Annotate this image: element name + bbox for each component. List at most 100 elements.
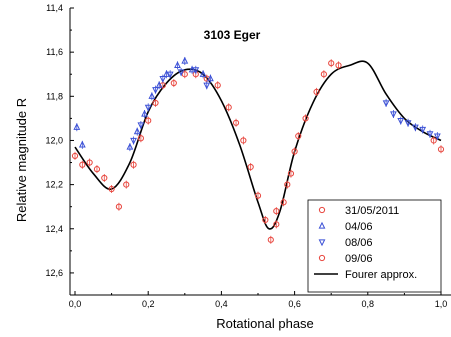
data-point: [426, 131, 434, 139]
y-tick-label: 11,6: [46, 47, 63, 57]
y-tick-label: 12,6: [45, 268, 63, 278]
data-point: [232, 119, 240, 126]
legend-label: 04/06: [345, 221, 373, 233]
x-tick-label: 0,2: [142, 299, 155, 309]
data-point: [148, 92, 156, 99]
data-point: [101, 174, 108, 182]
data-point: [404, 120, 412, 128]
data-point: [291, 148, 298, 155]
y-tick-labels: 11,4 11,6 11,8 12,0 12,2 12,4 12,6: [45, 3, 63, 278]
data-point: [437, 146, 445, 153]
data-point: [262, 216, 269, 224]
legend-marker: [318, 254, 326, 262]
data-point: [155, 81, 163, 88]
data-point: [390, 111, 397, 119]
data-point: [284, 181, 291, 188]
data-point: [73, 122, 81, 130]
data-point: [313, 88, 320, 95]
legend-box: [307, 199, 442, 293]
data-point: [254, 192, 262, 199]
data-point: [247, 163, 254, 171]
legend-label: Fourer approx.: [345, 269, 417, 281]
legend-label: 08/06: [345, 237, 373, 249]
data-point: [79, 161, 86, 168]
data-point: [130, 137, 137, 145]
data-point: [123, 181, 130, 188]
data-point: [320, 71, 327, 78]
data-point: [152, 99, 159, 107]
data-point: [78, 140, 86, 148]
x-tick-label: 0,8: [362, 299, 375, 309]
data-point: [203, 82, 211, 90]
legend-marker: [318, 206, 326, 214]
fourier-fit-line: [74, 60, 442, 230]
data-point: [170, 79, 177, 87]
x-axis-title: Rotational phase: [216, 316, 314, 331]
x-tick-label: 0,6: [288, 299, 301, 309]
data-point: [273, 221, 280, 228]
data-point: [145, 117, 152, 124]
data-point: [419, 126, 427, 134]
x-tick-label: 0,4: [215, 299, 228, 309]
y-axis-title: Relative magnitude R: [14, 98, 29, 222]
data-point: [287, 170, 295, 177]
y-tick-label: 12,4: [45, 224, 63, 234]
legend-items: 31/05/2011 04/06 08/06 09/06 Fourer approx.: [314, 205, 417, 281]
data-point: [430, 137, 437, 144]
data-point: [141, 109, 148, 117]
fit-curve-layer: [74, 60, 442, 230]
data-point: [166, 71, 174, 79]
legend-label: 31/05/2011: [345, 205, 399, 217]
data-point: [433, 133, 441, 141]
legend-marker: [318, 221, 326, 229]
data-point: [163, 70, 170, 77]
data-point: [177, 69, 185, 77]
data-point: [273, 208, 280, 215]
data-point: [295, 132, 302, 140]
data-point: [137, 122, 145, 130]
legend: 31/05/2011 04/06 08/06 09/06 Fourer approx.: [307, 199, 442, 293]
legend-label: 09/06: [345, 253, 373, 265]
y-tick-label: 11,4: [46, 3, 63, 13]
data-point: [302, 115, 309, 122]
data-point: [199, 70, 207, 77]
data-point: [192, 67, 200, 75]
chart-title: 3103 Eger: [204, 28, 261, 42]
data-point: [188, 65, 196, 73]
x-tick-label: 1,0: [435, 299, 448, 309]
y-tick-label: 12,2: [45, 180, 63, 190]
y-tick-label: 12,0: [45, 135, 63, 145]
data-point: [174, 61, 181, 68]
data-point: [280, 199, 287, 206]
data-point: [382, 100, 390, 108]
data-point: [152, 87, 159, 94]
x-tick-label: 0,0: [69, 299, 82, 309]
data-point: [130, 161, 137, 168]
data-point: [214, 82, 221, 89]
data-point: [144, 104, 152, 112]
y-tick-label: 11,8: [46, 91, 63, 101]
data-point: [108, 185, 115, 193]
data-point: [240, 137, 247, 144]
x-tick-labels: 0,0 0,2 0,4 0,6 0,8 1,0: [69, 299, 448, 309]
data-point: [207, 74, 214, 82]
data-point: [159, 76, 167, 83]
data-points-layer: [71, 56, 445, 244]
data-point: [225, 104, 232, 111]
data-point: [411, 124, 419, 132]
data-point: [86, 159, 93, 166]
data-point: [126, 142, 134, 150]
data-point: [328, 60, 335, 67]
data-point: [267, 236, 274, 243]
legend-marker: [318, 239, 326, 247]
data-point: [71, 152, 79, 160]
data-point: [115, 203, 123, 210]
data-point: [133, 127, 141, 135]
data-point: [181, 56, 189, 64]
data-point: [137, 135, 144, 142]
data-point: [93, 166, 101, 173]
data-point: [181, 71, 188, 78]
data-point: [335, 62, 342, 69]
data-point: [397, 117, 405, 125]
